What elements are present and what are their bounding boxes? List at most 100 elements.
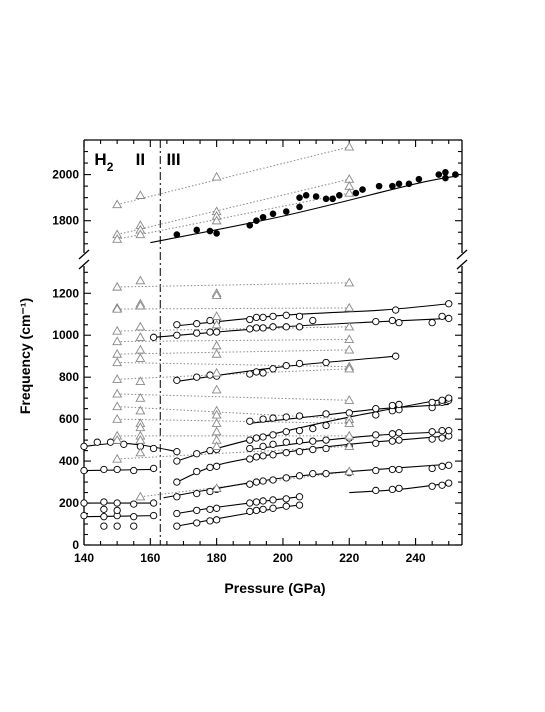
data-point-open-circle bbox=[149, 333, 158, 341]
data-point-open-triangle bbox=[112, 388, 123, 398]
data-point-filled-circle bbox=[296, 194, 303, 201]
data-point-open-circle bbox=[173, 509, 181, 518]
data-point-open-circle bbox=[282, 449, 290, 457]
data-point-open-circle bbox=[445, 479, 453, 487]
y-tick-label: 1200 bbox=[52, 286, 79, 300]
data-point-open-circle bbox=[445, 427, 453, 435]
dotted-guide-line bbox=[117, 406, 350, 420]
data-point-open-triangle bbox=[112, 435, 123, 444]
data-point-open-triangle bbox=[344, 141, 355, 151]
data-point-open-triangle bbox=[135, 332, 146, 341]
data-point-open-circle bbox=[149, 464, 158, 473]
data-point-open-circle bbox=[428, 318, 436, 327]
data-point-open-circle bbox=[193, 329, 201, 337]
y-tick-label: 1000 bbox=[52, 328, 79, 342]
data-point-open-circle bbox=[259, 497, 267, 505]
data-point-open-circle bbox=[193, 373, 201, 381]
data-point-open-circle bbox=[295, 312, 304, 320]
data-point-open-circle bbox=[282, 438, 290, 446]
data-point-open-circle bbox=[388, 430, 397, 438]
data-point-open-triangle bbox=[344, 363, 355, 373]
data-point-open-circle bbox=[193, 320, 201, 328]
data-point-open-circle bbox=[100, 505, 108, 513]
data-point-open-circle bbox=[428, 435, 436, 443]
data-point-filled-circle bbox=[375, 182, 383, 190]
data-point-open-circle bbox=[193, 489, 201, 498]
data-point-open-circle bbox=[113, 465, 121, 474]
data-point-open-circle bbox=[309, 470, 317, 478]
data-point-open-circle bbox=[438, 462, 446, 470]
data-point-open-circle bbox=[259, 477, 267, 485]
data-point-filled-circle bbox=[282, 208, 290, 215]
data-point-open-circle bbox=[173, 321, 181, 329]
data-point-open-circle bbox=[252, 313, 261, 322]
data-point-open-triangle bbox=[344, 277, 355, 287]
dotted-guide-line bbox=[117, 282, 350, 288]
data-point-open-circle bbox=[282, 474, 290, 482]
data-point-open-circle bbox=[93, 438, 101, 446]
data-point-open-triangle bbox=[112, 357, 123, 367]
data-point-open-triangle bbox=[211, 483, 222, 492]
data-point-open-circle bbox=[130, 466, 138, 475]
data-point-open-circle bbox=[322, 470, 330, 478]
data-point-open-circle bbox=[309, 445, 317, 454]
data-point-open-circle bbox=[282, 413, 290, 421]
data-point-open-triangle bbox=[344, 344, 355, 354]
data-point-open-circle bbox=[259, 452, 267, 460]
data-point-open-circle bbox=[282, 495, 290, 503]
data-point-open-circle bbox=[269, 323, 277, 331]
data-point-open-circle bbox=[388, 485, 397, 494]
data-point-open-circle bbox=[372, 317, 380, 326]
data-point-open-circle bbox=[372, 439, 380, 447]
data-point-open-circle bbox=[295, 323, 304, 331]
data-point-open-circle bbox=[206, 446, 214, 455]
data-point-open-circle bbox=[269, 312, 277, 320]
data-point-open-circle bbox=[193, 506, 201, 515]
dotted-guide-line bbox=[117, 192, 350, 240]
data-point-open-circle bbox=[372, 486, 380, 495]
data-point-open-triangle bbox=[135, 229, 146, 239]
fit-curves bbox=[83, 140, 459, 545]
data-point-open-circle bbox=[173, 376, 181, 384]
data-point-open-triangle bbox=[344, 302, 355, 312]
data-point-filled-circle bbox=[329, 195, 336, 203]
data-point-open-triangle bbox=[135, 321, 146, 331]
axes-frame bbox=[78, 139, 468, 546]
data-point-open-circle bbox=[295, 501, 304, 509]
data-point-open-triangle bbox=[112, 234, 123, 243]
data-point-open-triangle bbox=[135, 300, 146, 310]
data-point-open-circle bbox=[322, 421, 330, 430]
data-point-open-circle bbox=[372, 466, 380, 475]
data-point-open-circle bbox=[309, 316, 317, 325]
data-point-open-circle bbox=[252, 506, 261, 515]
data-point-open-circle bbox=[269, 414, 277, 422]
data-point-open-circle bbox=[322, 444, 330, 453]
data-point-filled-circle bbox=[415, 175, 423, 183]
data-point-open-triangle bbox=[344, 334, 355, 344]
data-point-open-circle bbox=[130, 522, 138, 530]
data-point-open-circle bbox=[259, 369, 267, 377]
data-point-filled-circle bbox=[296, 203, 303, 211]
data-point-open-circle bbox=[295, 359, 304, 368]
data-point-open-circle bbox=[428, 428, 436, 436]
data-point-open-triangle bbox=[135, 344, 146, 354]
data-point-open-triangle bbox=[211, 441, 222, 451]
data-point-open-circle bbox=[295, 472, 304, 480]
data-point-open-triangle bbox=[112, 325, 123, 335]
data-point-open-triangle bbox=[135, 447, 146, 457]
data-point-open-circle bbox=[113, 499, 121, 507]
data-point-open-circle bbox=[252, 324, 261, 332]
data-point-open-circle bbox=[295, 427, 304, 435]
data-point-open-circle bbox=[193, 467, 201, 476]
data-point-open-circle bbox=[395, 436, 403, 444]
data-point-open-circle bbox=[130, 513, 138, 521]
phase-label: II bbox=[136, 150, 145, 169]
data-point-open-circle bbox=[282, 361, 290, 370]
data-point-open-circle bbox=[322, 410, 330, 418]
data-point-open-circle bbox=[388, 437, 397, 445]
data-point-open-circle bbox=[395, 400, 403, 409]
data-point-open-circle bbox=[173, 331, 181, 339]
dotted-guide-line bbox=[117, 178, 350, 236]
data-point-open-circle bbox=[246, 499, 254, 507]
